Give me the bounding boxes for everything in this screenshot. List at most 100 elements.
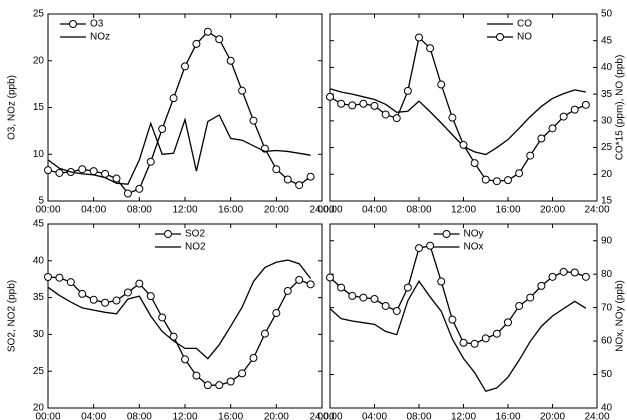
y-tick-label: 50 bbox=[601, 369, 613, 380]
data-point bbox=[249, 353, 258, 362]
x-tick-label: 08:00 bbox=[127, 412, 152, 420]
data-point bbox=[44, 272, 52, 281]
data-point bbox=[272, 165, 281, 174]
y-tick-label: 20 bbox=[33, 403, 45, 414]
data-point bbox=[146, 292, 155, 301]
legend-label: CO bbox=[517, 19, 532, 30]
data-point bbox=[295, 275, 304, 284]
data-point bbox=[158, 313, 167, 322]
data-point bbox=[283, 175, 292, 184]
y-axis-label: CO*15 (ppm), NO (ppb) bbox=[615, 55, 626, 161]
data-point bbox=[470, 339, 479, 348]
data-point bbox=[448, 315, 457, 324]
data-point bbox=[89, 295, 98, 304]
series-line bbox=[329, 244, 587, 345]
data-point bbox=[306, 280, 315, 289]
y-tick-label: 40 bbox=[33, 255, 45, 266]
data-point bbox=[492, 329, 501, 338]
data-point bbox=[537, 281, 546, 290]
data-point bbox=[526, 293, 535, 302]
y-tick-label: 45 bbox=[33, 219, 45, 230]
data-point bbox=[215, 35, 224, 44]
data-point bbox=[203, 381, 212, 390]
data-point bbox=[392, 306, 401, 315]
data-point bbox=[481, 175, 490, 184]
data-point bbox=[348, 291, 357, 300]
x-tick-label: 24:00 bbox=[309, 205, 334, 216]
data-point bbox=[226, 377, 235, 386]
y-tick-label: 20 bbox=[33, 55, 45, 66]
legend-marker bbox=[496, 33, 504, 41]
x-tick-label: 16:00 bbox=[495, 412, 520, 420]
data-point bbox=[426, 241, 435, 250]
data-point bbox=[515, 169, 524, 178]
data-point bbox=[403, 86, 412, 95]
x-tick-label: 24:00 bbox=[584, 412, 609, 420]
data-point bbox=[415, 33, 423, 42]
y-tick-label: 40 bbox=[601, 403, 613, 414]
data-point bbox=[226, 56, 235, 65]
x-tick-label: 04:00 bbox=[81, 205, 106, 216]
data-point bbox=[89, 167, 98, 176]
legend-label: NO2 bbox=[185, 242, 206, 253]
data-point bbox=[492, 177, 501, 186]
x-tick-label: 08:00 bbox=[406, 412, 431, 420]
legend-marker bbox=[164, 230, 172, 238]
data-point bbox=[326, 273, 334, 282]
data-point bbox=[337, 99, 346, 108]
data-point bbox=[448, 113, 457, 122]
data-point bbox=[158, 125, 167, 134]
legend-marker bbox=[442, 230, 451, 238]
data-point bbox=[203, 27, 212, 36]
data-point bbox=[44, 166, 52, 175]
data-point bbox=[403, 283, 412, 292]
data-point bbox=[55, 273, 64, 282]
x-tick-label: 00:00 bbox=[317, 205, 342, 216]
x-tick-label: 08:00 bbox=[406, 205, 431, 216]
data-point bbox=[381, 301, 390, 310]
x-tick-label: 16:00 bbox=[218, 412, 243, 420]
x-tick-label: 16:00 bbox=[495, 205, 520, 216]
y-tick-label: 20 bbox=[601, 169, 613, 180]
x-tick-label: 12:00 bbox=[172, 412, 197, 420]
data-point bbox=[101, 169, 110, 178]
x-tick-label: 20:00 bbox=[540, 205, 565, 216]
x-tick-label: 00:00 bbox=[35, 412, 60, 420]
data-point bbox=[135, 184, 144, 193]
x-tick-label: 08:00 bbox=[127, 205, 152, 216]
y-tick-label: 30 bbox=[601, 115, 613, 126]
y-tick-label: 25 bbox=[601, 142, 613, 153]
x-tick-label: 00:00 bbox=[35, 205, 60, 216]
data-point bbox=[112, 174, 121, 183]
legend-label: NOz bbox=[90, 32, 110, 43]
data-point bbox=[559, 112, 568, 121]
data-point bbox=[548, 124, 557, 133]
data-point bbox=[123, 288, 132, 297]
series-line bbox=[47, 30, 311, 195]
y-tick-label: 35 bbox=[33, 292, 45, 303]
y-tick-label: 35 bbox=[601, 89, 613, 100]
x-tick-label: 24:00 bbox=[584, 205, 609, 216]
data-point bbox=[66, 278, 75, 287]
data-point bbox=[181, 62, 189, 71]
data-point bbox=[78, 165, 87, 174]
data-point bbox=[146, 157, 155, 166]
legend-label: SO2 bbox=[185, 229, 205, 240]
y-tick-label: 90 bbox=[601, 235, 613, 246]
data-point bbox=[169, 332, 178, 341]
x-tick-label: 04:00 bbox=[362, 205, 387, 216]
data-point bbox=[135, 279, 144, 288]
data-point bbox=[526, 151, 535, 160]
y-tick-label: 5 bbox=[38, 196, 44, 207]
x-tick-label: 00:00 bbox=[317, 412, 342, 420]
y-axis-label: O3, NOz (ppb) bbox=[7, 75, 18, 140]
data-point bbox=[215, 381, 224, 390]
x-tick-label: 20:00 bbox=[540, 412, 565, 420]
legend-label: NOy bbox=[464, 229, 484, 240]
data-point bbox=[55, 168, 64, 177]
data-point bbox=[272, 309, 281, 318]
x-tick-label: 16:00 bbox=[218, 205, 243, 216]
y-tick-label: 25 bbox=[33, 9, 45, 20]
